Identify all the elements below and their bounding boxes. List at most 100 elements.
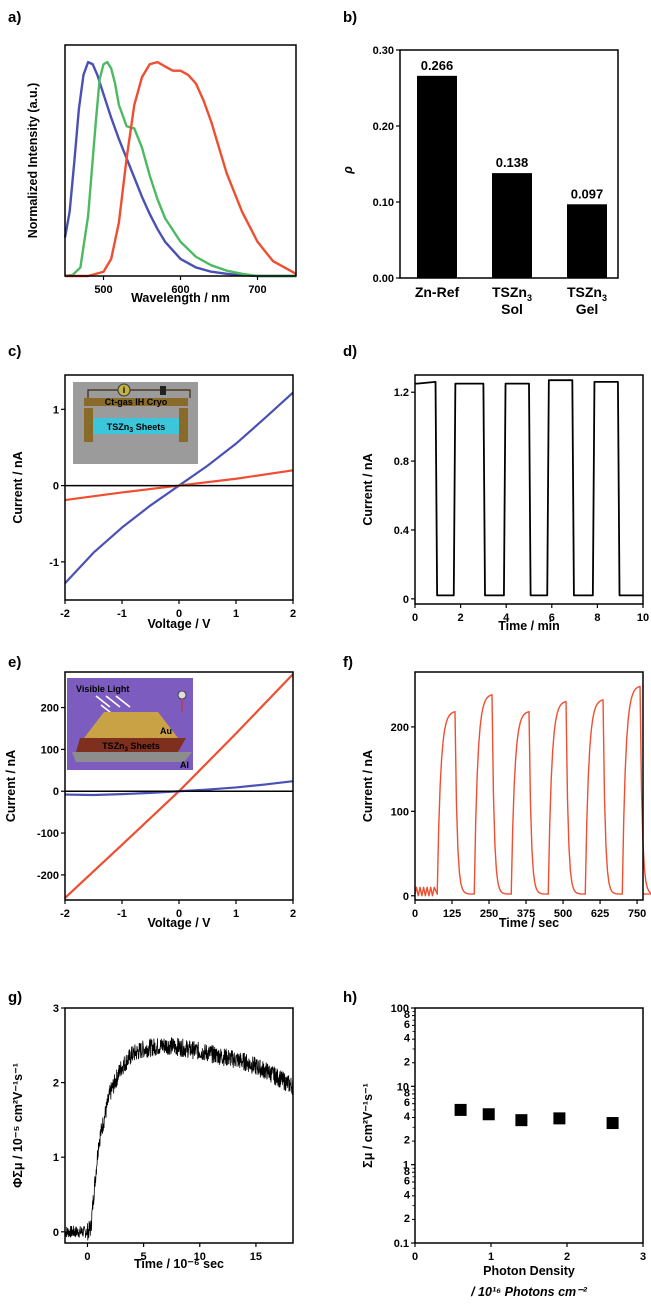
x-tick-label: 375	[517, 908, 535, 920]
au-electrode	[84, 712, 178, 738]
bar	[492, 173, 532, 278]
panel-label-b: b)	[343, 9, 357, 26]
series-line-blue	[63, 60, 296, 278]
y-axis-label-e: Current / nA	[4, 750, 18, 822]
x-tick-label: 250	[480, 908, 498, 920]
y-tick-label: 0.20	[373, 121, 394, 133]
x-tick-label: 2	[564, 1251, 570, 1263]
bar-value-label: 0.097	[571, 186, 604, 201]
x-tick-label: 3	[640, 1251, 646, 1263]
x-tick-label: 15	[250, 1251, 262, 1263]
panel-label-a: a)	[8, 9, 21, 26]
y-tick-label: 10	[397, 1081, 409, 1093]
data-point	[454, 1103, 467, 1116]
sheet-suffix: Sheets	[128, 741, 160, 751]
panel-label-f: f)	[343, 654, 353, 671]
y-minor-label: 8	[404, 1087, 410, 1099]
y-tick-label: 0.1	[394, 1238, 409, 1250]
category-name: TSZn	[492, 284, 527, 300]
y-minor-label: 2	[404, 1056, 410, 1068]
x-tick-label: 625	[591, 908, 609, 920]
photocurrent-trace	[415, 379, 643, 597]
y-minor-label: 2	[404, 1213, 410, 1225]
y-minor-label: 8	[404, 1166, 410, 1178]
y-tick-label: 0	[403, 594, 409, 606]
sheet-name: TSZn	[102, 741, 125, 751]
x-tick-label: 2	[290, 608, 296, 620]
data-point	[553, 1112, 566, 1125]
panel-label-g: g)	[8, 989, 22, 1006]
circuit-inset: Ct-gas IH Cryo TSZn3 Sheets i	[73, 382, 198, 464]
x-tick-label: -1	[117, 908, 127, 920]
au-label: Au	[160, 726, 172, 736]
y-minor-label: 6	[404, 1176, 410, 1188]
x-tick-label: 500	[94, 284, 112, 296]
al-electrode	[72, 752, 192, 762]
ammeter-label: i	[123, 385, 126, 395]
photocurrent-trace	[414, 685, 651, 897]
category-label: TSZn3	[567, 284, 607, 303]
x-tick-label: 0	[176, 608, 182, 620]
x-tick-label: 2	[290, 908, 296, 920]
bar	[417, 75, 457, 278]
y-axis-label-f: Current / nA	[361, 750, 375, 822]
x-axis-label-h-line2: / 10¹⁶ Photons cm⁻²	[470, 1285, 588, 1299]
sheet-name: TSZn	[107, 422, 130, 432]
category-name: Zn-Ref	[415, 284, 460, 300]
y-axis-label-d: Current / nA	[361, 453, 375, 525]
x-tick-label: 750	[628, 908, 646, 920]
bar	[567, 204, 607, 278]
light-ray-icon	[115, 695, 131, 708]
ammeter-icon	[117, 383, 131, 397]
y-tick-label: 0	[403, 891, 409, 903]
y-tick-label: 0.30	[373, 45, 394, 57]
al-label: Al	[180, 760, 189, 770]
y-axis-label-b: ρ	[341, 166, 355, 175]
top-electrode	[84, 398, 188, 406]
plot-frame-f	[414, 671, 644, 901]
y-tick-label: 1	[53, 404, 59, 416]
y-tick-label: -100	[37, 828, 59, 840]
x-tick-label: 6	[549, 612, 555, 624]
y-tick-label: -1	[49, 557, 59, 569]
x-tick-label: 1	[233, 608, 239, 620]
y-tick-label: 0.8	[394, 456, 409, 468]
plot-frame-h	[414, 1007, 644, 1244]
y-tick-label: 100	[41, 744, 59, 756]
x-tick-label: 10	[637, 612, 649, 624]
panel-label-e: e)	[8, 654, 21, 671]
panel-label-d: d)	[343, 343, 357, 360]
battery-icon	[160, 386, 166, 395]
y-minor-label: 2	[404, 1135, 410, 1147]
x-tick-label: -2	[60, 908, 70, 920]
y-minor-label: 4	[404, 1033, 411, 1045]
y-minor-label: 6	[404, 1019, 410, 1031]
x-axis-label-h: Photon Density	[483, 1264, 575, 1278]
y-tick-label: 2	[53, 1078, 59, 1090]
electrode-label: Ct-gas IH Cryo	[105, 397, 168, 407]
y-axis-label-a: Normalized Intensity (a.u.)	[26, 83, 40, 239]
x-axis-label-d: Time / min	[498, 619, 560, 633]
x-tick-label: 0	[412, 612, 418, 624]
sheet-label: TSZn3 Sheets	[102, 741, 160, 753]
data-point	[515, 1114, 528, 1127]
x-tick-label: 8	[594, 612, 600, 624]
plot-frame-d	[414, 374, 644, 605]
data-point	[482, 1108, 495, 1121]
x-tick-label: 125	[443, 908, 461, 920]
y-tick-label: 1.2	[394, 387, 409, 399]
transient-trace	[64, 1037, 294, 1241]
category-subscript: 3	[602, 293, 607, 303]
y-tick-label: 0.00	[373, 273, 394, 285]
y-tick-label: 0	[53, 481, 59, 493]
bar-value-label: 0.266	[421, 58, 454, 73]
y-axis-label-g: ΦΣμ / 10⁻⁵ cm²V⁻¹s⁻¹	[11, 1063, 25, 1188]
y-tick-label: 0.10	[373, 197, 394, 209]
x-tick-label: 500	[554, 908, 572, 920]
x-tick-label: 0	[176, 908, 182, 920]
right-electrode	[179, 408, 188, 442]
x-tick-label: 0	[84, 1251, 90, 1263]
x-tick-label: 0	[412, 1251, 418, 1263]
